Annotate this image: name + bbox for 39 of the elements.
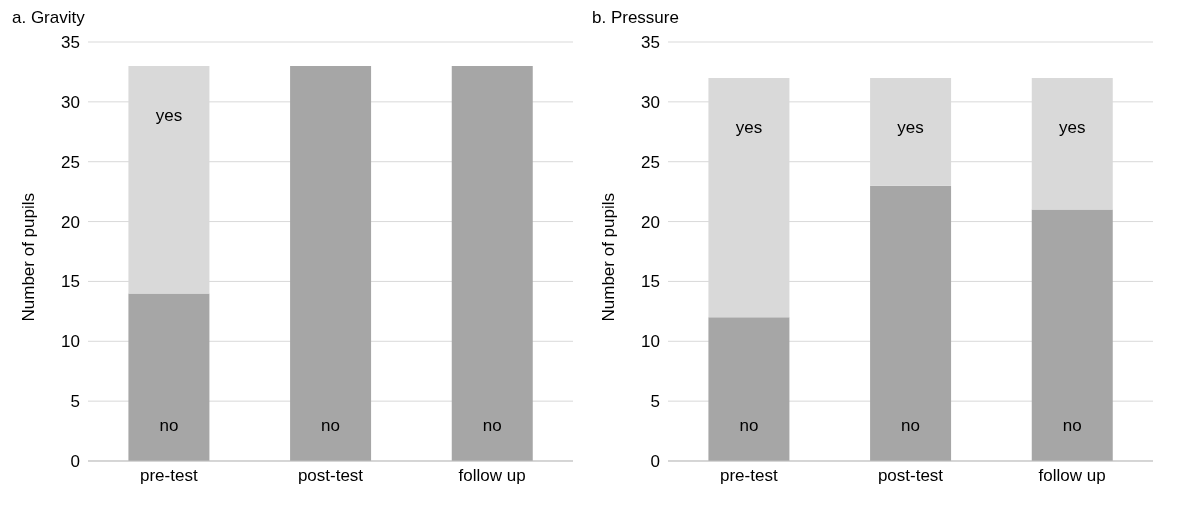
y-tick-label: 20 xyxy=(61,212,80,232)
text: no xyxy=(321,416,341,435)
text: no xyxy=(1062,416,1082,435)
x-tick-label: follow up xyxy=(458,466,526,486)
y-tick-label: 25 xyxy=(61,152,80,172)
x-tick-label: pre-test xyxy=(140,466,198,486)
y-tick-label: 20 xyxy=(641,212,660,232)
x-tick-label: follow up xyxy=(1038,466,1106,486)
y-tick-label: 25 xyxy=(641,152,660,172)
y-tick-label: 0 xyxy=(650,452,660,472)
y-tick-label: 5 xyxy=(650,392,660,412)
y-tick-label: 10 xyxy=(641,332,660,352)
y-tick-label: 30 xyxy=(61,92,80,112)
x-tick-label: post-test xyxy=(297,466,364,486)
bar xyxy=(1031,209,1113,461)
series-label: yes xyxy=(735,117,763,137)
text: no xyxy=(482,416,502,435)
y-tick-label: 10 xyxy=(61,332,80,352)
text: yes xyxy=(1059,117,1086,137)
y-tick-label: 15 xyxy=(641,272,660,292)
chart-title: b. Pressure xyxy=(592,8,680,29)
y-tick-label: 15 xyxy=(61,272,80,292)
bar xyxy=(708,317,790,461)
series-label: no xyxy=(159,416,179,435)
y-axis-title: Number of pupils xyxy=(19,192,39,322)
x-tick-label: post-test xyxy=(877,466,944,486)
y-tick-label: 30 xyxy=(641,92,660,112)
chart-title: a. Gravity xyxy=(12,8,86,29)
bar xyxy=(870,185,952,461)
y-tick-label: 0 xyxy=(70,452,80,472)
series-label: yes xyxy=(155,105,183,125)
y-tick-label: 5 xyxy=(70,392,80,412)
y-axis-title: Number of pupils xyxy=(599,192,619,322)
x-tick-label: pre-test xyxy=(720,466,778,486)
y-tick-label: 35 xyxy=(61,33,80,53)
series-label: no xyxy=(739,416,759,435)
text: no xyxy=(901,416,921,435)
text: yes xyxy=(897,117,924,137)
y-tick-label: 35 xyxy=(641,33,660,53)
